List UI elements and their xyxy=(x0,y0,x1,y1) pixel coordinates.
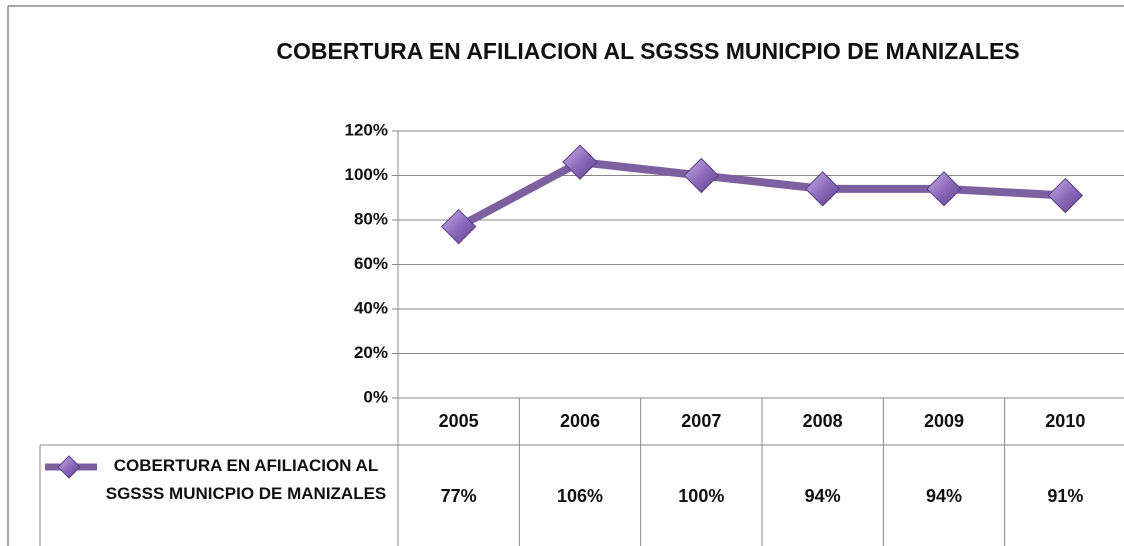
y-tick-label: 0% xyxy=(363,387,388,406)
data-table-value: 94% xyxy=(805,486,841,506)
chart-title: COBERTURA EN AFILIACION AL SGSSS MUNICPI… xyxy=(276,38,1019,64)
x-tick-label: 2008 xyxy=(803,411,843,431)
x-tick-label: 2007 xyxy=(681,411,721,431)
data-table-value: 106% xyxy=(557,486,603,506)
marker xyxy=(440,208,477,245)
marker xyxy=(562,144,598,180)
y-tick-label: 80% xyxy=(354,209,388,228)
marker xyxy=(1047,177,1084,214)
y-tick-label: 120% xyxy=(345,120,388,139)
series-line xyxy=(456,158,1066,231)
data-table-value: 91% xyxy=(1047,486,1083,506)
x-tick-label: 2009 xyxy=(924,411,964,431)
data-table-value: 77% xyxy=(441,486,477,506)
y-tick-label: 60% xyxy=(354,254,388,273)
data-table-value: 94% xyxy=(926,486,962,506)
marker xyxy=(804,171,841,207)
y-tick-label: 100% xyxy=(345,165,388,184)
marker xyxy=(683,157,720,194)
x-tick-label: 2006 xyxy=(560,411,600,431)
y-tick-label: 40% xyxy=(354,298,388,317)
y-tick-label: 20% xyxy=(354,343,388,362)
data-table-value: 100% xyxy=(678,486,724,506)
legend-label: COBERTURA EN AFILIACION AL SGSSS MUNICPI… xyxy=(105,456,387,503)
x-tick-label: 2005 xyxy=(439,411,479,431)
x-tick-label: 2010 xyxy=(1045,411,1085,431)
legend-marker xyxy=(57,455,81,479)
marker xyxy=(926,171,962,207)
